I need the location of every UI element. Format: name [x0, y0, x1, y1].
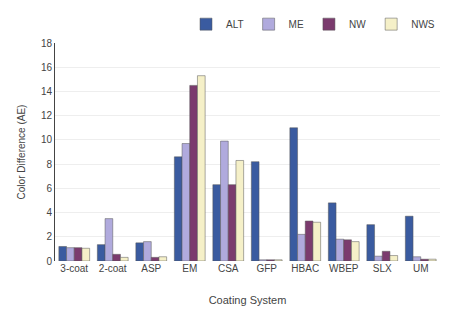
- svg-text:18: 18: [41, 38, 53, 49]
- svg-text:HBAC: HBAC: [291, 263, 319, 274]
- svg-text:CSA: CSA: [218, 263, 239, 274]
- svg-text:8: 8: [46, 159, 52, 170]
- svg-text:ALT: ALT: [226, 19, 244, 30]
- svg-text:ASP: ASP: [141, 263, 161, 274]
- svg-text:UM: UM: [413, 263, 429, 274]
- svg-text:6: 6: [46, 183, 52, 194]
- svg-text:NWS: NWS: [411, 19, 435, 30]
- svg-text:4: 4: [46, 207, 52, 218]
- svg-text:2-coat: 2-coat: [99, 263, 127, 274]
- svg-text:2: 2: [46, 231, 52, 242]
- svg-text:10: 10: [41, 134, 53, 145]
- svg-text:GFP: GFP: [256, 263, 277, 274]
- svg-text:12: 12: [41, 110, 53, 121]
- svg-text:ME: ME: [289, 19, 304, 30]
- svg-text:EM: EM: [182, 263, 197, 274]
- svg-text:NW: NW: [349, 19, 366, 30]
- svg-text:WBEP: WBEP: [329, 263, 359, 274]
- svg-text:Color Difference (AE): Color Difference (AE): [16, 105, 27, 200]
- svg-text:3-coat: 3-coat: [60, 263, 88, 274]
- svg-text:16: 16: [41, 62, 53, 73]
- svg-text:SLX: SLX: [373, 263, 392, 274]
- svg-text:14: 14: [41, 86, 53, 97]
- svg-text:Coating System: Coating System: [209, 294, 287, 306]
- svg-text:0: 0: [46, 256, 52, 267]
